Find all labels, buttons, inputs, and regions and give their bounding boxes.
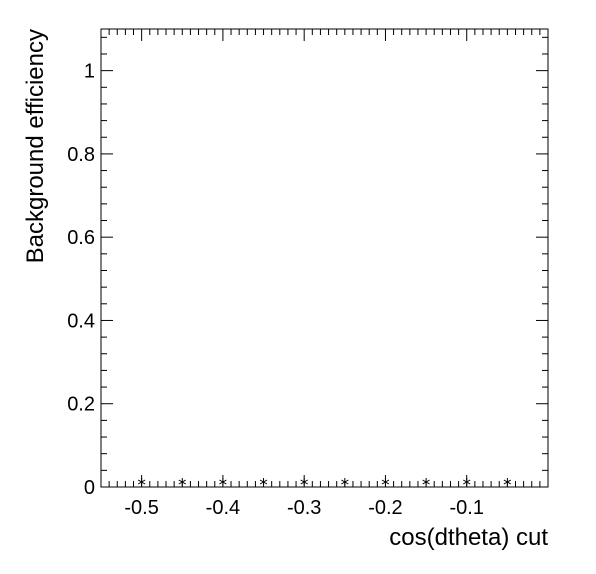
y-tick-label: 1 bbox=[84, 61, 95, 83]
x-tick-label: -0.5 bbox=[124, 497, 158, 519]
data-point bbox=[381, 478, 390, 487]
data-points bbox=[137, 478, 512, 487]
x-tick-labels: -0.5 -0.4 -0.3 -0.2 -0.1 bbox=[124, 497, 484, 519]
axis-ticks bbox=[100, 29, 549, 488]
y-tick-labels: 0 0.2 0.4 0.6 0.8 1 bbox=[67, 61, 95, 499]
y-tick-label: 0.8 bbox=[67, 144, 95, 166]
data-point bbox=[300, 478, 308, 487]
plot-frame bbox=[100, 28, 549, 488]
data-point bbox=[137, 478, 146, 487]
x-tick-label: -0.2 bbox=[368, 497, 402, 519]
x-axis-label: cos(dtheta) cut bbox=[389, 524, 548, 551]
y-axis-label: Background efficiency bbox=[22, 29, 49, 263]
y-tick-label: 0.2 bbox=[67, 394, 95, 416]
x-tick-label: -0.3 bbox=[287, 497, 321, 519]
data-point bbox=[178, 478, 187, 487]
data-point bbox=[259, 478, 268, 487]
y-tick-label: 0.4 bbox=[67, 310, 95, 332]
data-point bbox=[503, 478, 512, 487]
x-tick-label: -0.4 bbox=[206, 497, 240, 519]
y-tick-label: 0.6 bbox=[67, 227, 95, 249]
data-point bbox=[422, 478, 430, 487]
x-tick-label: -0.1 bbox=[449, 497, 483, 519]
data-point bbox=[462, 478, 471, 487]
y-tick-label: 0 bbox=[84, 477, 95, 499]
data-point bbox=[219, 478, 227, 487]
data-point bbox=[341, 478, 349, 487]
